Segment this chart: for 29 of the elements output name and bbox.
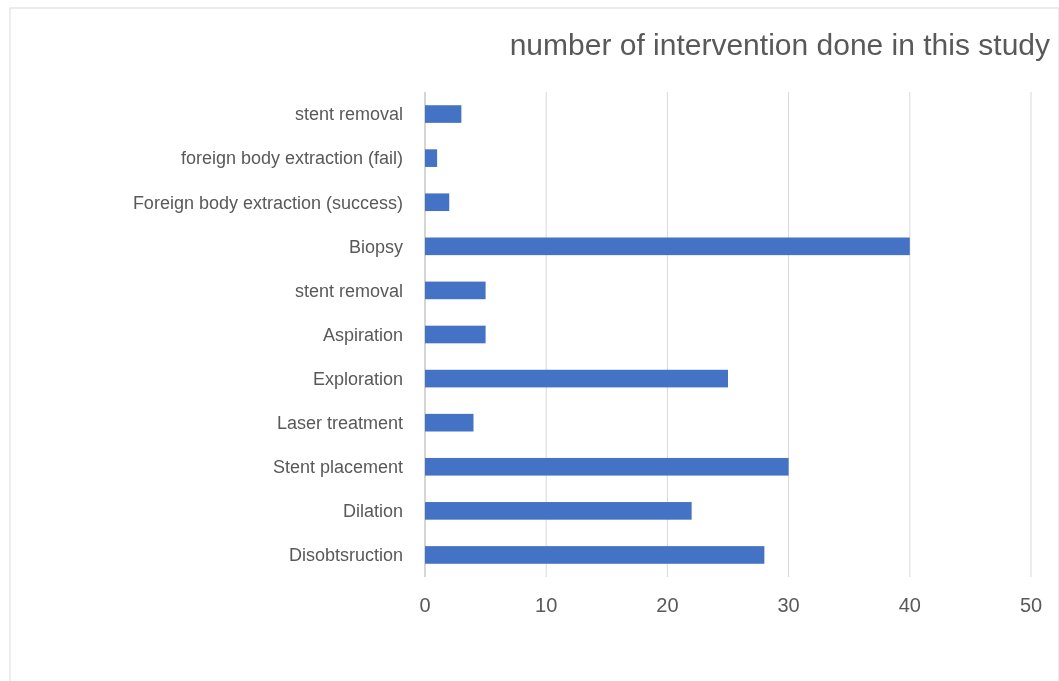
bar: [425, 149, 438, 167]
bar: [425, 457, 789, 476]
bar: [425, 237, 910, 256]
bar: [425, 281, 486, 300]
x-tick-label: 30: [777, 594, 800, 616]
y-tick-label: Biopsy: [348, 236, 403, 257]
x-tick-label: 50: [1019, 594, 1043, 616]
y-tick-label: stent removal: [294, 280, 403, 301]
bar: [425, 105, 462, 123]
bar: [425, 369, 728, 388]
y-tick-label: Foreign body extraction (success): [132, 192, 403, 213]
y-tick-label: Disobtsruction: [288, 545, 403, 566]
bar: [425, 546, 765, 564]
chart-title: number of intervention done in this study: [509, 28, 1050, 61]
x-tick-label: 20: [656, 594, 679, 616]
y-tick-label: Dilation: [342, 501, 403, 522]
y-tick-label: Laser treatment: [276, 412, 403, 433]
bar: [425, 193, 450, 212]
y-tick-label: Exploration: [312, 368, 403, 389]
bar: [425, 413, 474, 432]
x-tick-label: 10: [535, 594, 558, 616]
x-tick-label: 0: [419, 594, 431, 616]
bar: [425, 325, 486, 344]
y-tick-label: foreign body extraction (fail): [180, 148, 403, 169]
y-tick-label: Aspiration: [322, 324, 403, 345]
y-tick-label: stent removal: [294, 104, 403, 125]
bar: [425, 502, 692, 520]
x-tick-label: 40: [898, 594, 921, 616]
y-tick-label: Stent placement: [272, 457, 403, 478]
